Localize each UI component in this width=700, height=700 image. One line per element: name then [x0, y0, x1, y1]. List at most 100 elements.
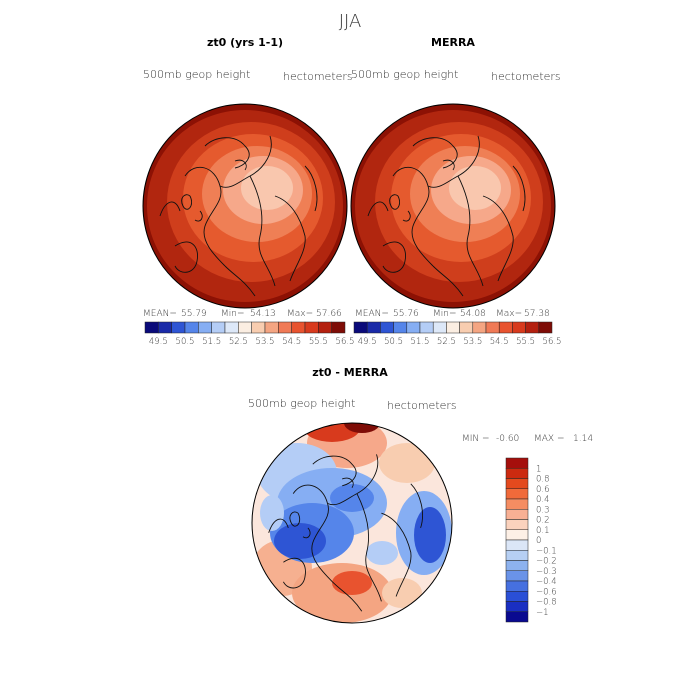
contour-band — [330, 484, 374, 512]
colorbar-swatch — [498, 321, 513, 334]
coastline — [342, 477, 354, 488]
coastline — [512, 165, 526, 212]
coastline — [482, 195, 514, 282]
coastline — [402, 210, 411, 222]
units-label: hectometers — [283, 70, 353, 83]
colorbar-swatch — [318, 321, 332, 334]
colorbar-swatch — [505, 529, 529, 541]
coastline — [249, 175, 276, 287]
colorbar-swatch — [353, 321, 368, 334]
coastline — [432, 265, 464, 297]
colorbar-swatch — [304, 321, 319, 334]
panel-merra: MERRA 500mb geop height hectometers MEAN… — [350, 36, 561, 347]
units-label: hectometers — [387, 399, 457, 412]
coastline — [382, 241, 406, 273]
coastline — [292, 484, 333, 583]
coastline — [159, 201, 181, 217]
coastline — [392, 166, 434, 267]
colorbar-tick-label: −0.8 — [536, 598, 557, 608]
colorbar-tick-label: 51.5 — [202, 337, 221, 347]
colorbar-swatch — [505, 560, 529, 571]
colorbar-tick-label: 55.5 — [309, 337, 328, 347]
colorbar-tick-label: 50.5 — [384, 337, 403, 347]
colorbar-tick-label: 55.5 — [516, 337, 535, 347]
colorbar-tick-label: 0.8 — [536, 475, 550, 485]
coastline — [224, 265, 256, 297]
min-value: -0.60 — [496, 434, 519, 444]
mean-value: 55.76 — [393, 309, 419, 319]
colorbar-swatch — [198, 321, 212, 334]
colorbar-swatch — [432, 321, 447, 334]
colorbar-swatch — [331, 321, 346, 334]
colorbar-swatch — [505, 457, 529, 469]
colorbar-swatch — [144, 321, 159, 334]
max-value: 1.14 — [573, 434, 593, 444]
units-label: hectometers — [491, 70, 561, 83]
coastline — [410, 483, 423, 529]
colorbar-swatch — [525, 321, 540, 334]
colorbar-swatch — [505, 580, 529, 592]
min-value: 54.13 — [250, 309, 276, 319]
colorbar-swatch — [393, 321, 408, 334]
contour-band — [332, 571, 372, 595]
field-label: 500mb geop height — [143, 68, 250, 81]
colorbar-tick-label: −1 — [536, 608, 549, 618]
colorbar-tick-label: 1 — [536, 464, 541, 474]
contour-band — [379, 443, 435, 483]
coastline — [389, 194, 401, 210]
colorbar-swatch — [291, 321, 306, 334]
min-label: MIN = — [462, 434, 490, 444]
coastline — [274, 195, 306, 282]
colorbar-swatch — [264, 321, 279, 334]
contour-band — [304, 423, 360, 442]
min-label: Min= — [433, 309, 457, 319]
colorbar-swatch — [505, 570, 529, 582]
panel-title: zt0 - MERRA — [312, 366, 388, 379]
colorbar-tick-label: 53.5 — [256, 337, 275, 347]
contour-band — [382, 578, 422, 608]
coastline — [282, 557, 306, 589]
colorbar-tick-label: 54.5 — [490, 337, 509, 347]
contour-band — [414, 507, 446, 563]
colorbar-swatch — [459, 321, 474, 334]
max-value: 57.66 — [316, 309, 342, 319]
contour-band — [241, 166, 293, 210]
contour-band — [274, 523, 326, 559]
field-label: 500mb geop height — [351, 68, 458, 81]
max-label: Max= — [287, 309, 313, 319]
colorbar-swatch — [472, 321, 487, 334]
colorbar-tick-label: 52.5 — [437, 337, 456, 347]
panel-title: zt0 (yrs 1-1) — [207, 36, 283, 49]
colorbar-swatch — [406, 321, 421, 334]
coastline — [268, 518, 289, 533]
contour-band — [449, 166, 501, 210]
colorbar-tick-label: 51.5 — [411, 337, 430, 347]
colorbar-tick-label: 49.5 — [358, 337, 377, 347]
colorbar-swatch — [446, 321, 460, 334]
field-label: 500mb geop height — [248, 397, 355, 410]
contour-map — [143, 104, 347, 308]
coastline — [289, 511, 301, 527]
coastline — [194, 210, 203, 222]
colorbar-tick-label: −0.4 — [536, 577, 557, 587]
colorbar-swatch — [505, 591, 529, 602]
colorbar: 10.80.60.40.30.20.10−0.1−0.2−0.3−0.4−0.6… — [505, 457, 557, 623]
colorbar-swatch — [485, 321, 500, 334]
colorbar-swatch — [505, 519, 529, 530]
coastline — [304, 165, 318, 212]
coastline — [381, 512, 412, 597]
colorbar-tick-label: 0.4 — [536, 495, 550, 505]
coastline — [457, 175, 484, 287]
coastline — [234, 159, 247, 171]
colorbar-swatch — [184, 321, 199, 334]
map-boundary — [350, 103, 556, 309]
coastline — [174, 241, 198, 273]
colorbar-swatch — [251, 321, 266, 334]
coastline — [181, 194, 193, 210]
colorbar-swatch — [419, 321, 434, 334]
colorbar-swatch — [512, 321, 526, 334]
coastline — [412, 137, 458, 169]
colorbar-tick-label: 50.5 — [176, 337, 195, 347]
panel-difference: zt0 - MERRA 500mb geop height hectometer… — [248, 366, 593, 624]
coastline — [302, 527, 311, 539]
